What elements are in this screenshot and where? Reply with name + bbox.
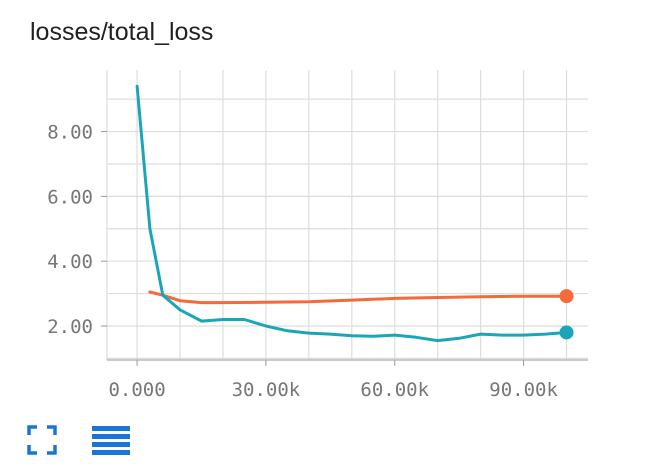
x-tick-label: 90.00k (489, 379, 558, 401)
menu-lines-icon[interactable] (92, 424, 130, 458)
series-end-point-1 (559, 325, 574, 340)
y-tick-label: 6.00 (47, 186, 93, 208)
series-layer (135, 84, 574, 343)
grid (106, 70, 588, 361)
x-tick-label: 30.00k (232, 379, 301, 401)
line-chart[interactable]: 2.00 4.00 6.00 8.00 0.000 30.00k 60.00k 90.00k (0, 0, 652, 420)
x-tick-label: 60.00k (360, 379, 429, 401)
series-end-point-0 (559, 289, 574, 304)
x-tick-label: 0.000 (108, 379, 165, 401)
series-line-1 (135, 84, 568, 343)
y-tick-label: 4.00 (47, 251, 93, 273)
fullscreen-icon[interactable] (26, 424, 58, 456)
y-tick-label: 8.00 (47, 122, 93, 144)
x-axis: 0.000 30.00k 60.00k 90.00k (108, 360, 558, 401)
y-axis: 2.00 4.00 6.00 8.00 (47, 122, 107, 338)
series-line-0 (148, 290, 568, 305)
y-tick-label: 2.00 (47, 316, 93, 338)
chart-title: losses/total_loss (30, 18, 214, 46)
